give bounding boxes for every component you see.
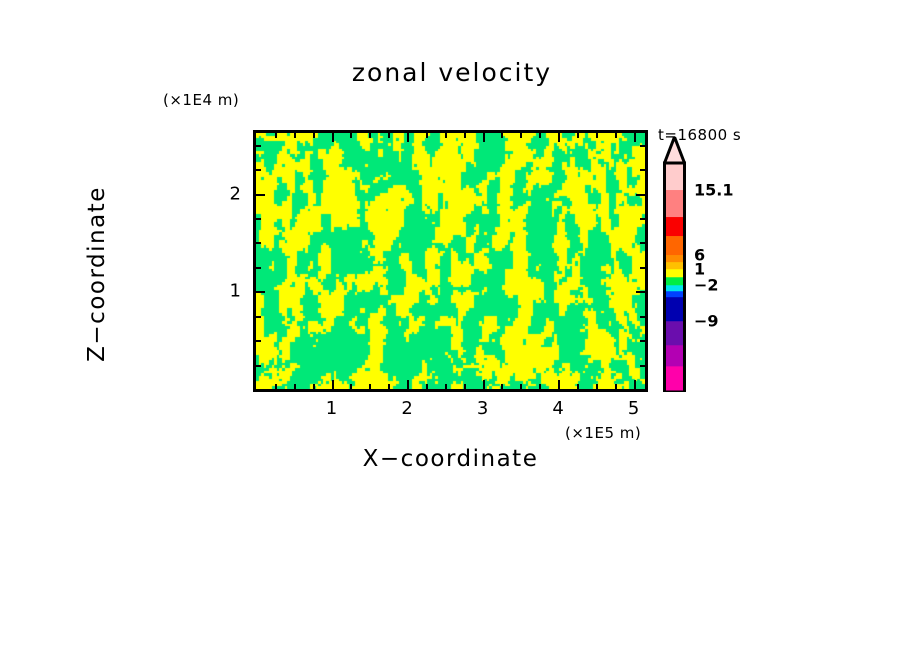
x-minor-tick <box>463 384 466 389</box>
y-minor-tick-right <box>640 169 645 172</box>
colorbar-band <box>663 163 686 192</box>
x-major-tick-top <box>558 133 561 142</box>
y-minor-tick <box>256 266 261 269</box>
x-axis-unit-label: (×1E5 m) <box>565 424 642 442</box>
colorbar-svg <box>663 137 686 392</box>
y-minor-tick <box>256 144 261 147</box>
x-minor-tick-top <box>539 133 542 138</box>
x-major-tick <box>407 380 410 389</box>
y-minor-tick <box>256 364 261 367</box>
heatmap-plot-area <box>253 130 648 392</box>
x-tick-label: 4 <box>552 398 564 419</box>
x-minor-tick <box>350 384 353 389</box>
y-minor-tick <box>256 242 261 245</box>
x-minor-tick-top <box>501 133 504 138</box>
x-minor-tick-top <box>614 133 617 138</box>
x-minor-tick-top <box>388 133 391 138</box>
x-minor-tick <box>614 384 617 389</box>
x-minor-tick-top <box>293 133 296 138</box>
x-major-tick-top <box>633 133 636 142</box>
x-minor-tick <box>577 384 580 389</box>
x-minor-tick-top <box>444 133 447 138</box>
x-tick-label: 1 <box>325 398 338 419</box>
y-tick-label: 1 <box>229 280 241 302</box>
x-minor-tick-top <box>369 133 372 138</box>
x-major-tick <box>558 380 561 389</box>
x-tick-label: 3 <box>476 398 489 419</box>
x-minor-tick <box>444 384 447 389</box>
colorbar-band <box>663 345 686 368</box>
y-tick-label: 2 <box>229 183 241 205</box>
colorbar-band <box>663 236 686 257</box>
y-minor-tick-right <box>640 242 645 245</box>
x-minor-tick <box>501 384 504 389</box>
x-minor-tick <box>520 384 523 389</box>
time-annotation: t=16800 s <box>658 126 742 144</box>
x-minor-tick <box>312 384 315 389</box>
x-minor-tick <box>293 384 296 389</box>
x-major-tick-top <box>407 133 410 142</box>
x-minor-tick-top <box>312 133 315 138</box>
colorbar-band <box>663 217 686 238</box>
colorbar-band <box>663 297 686 323</box>
x-major-tick <box>331 380 334 389</box>
y-minor-tick <box>256 169 261 172</box>
colorbar-band <box>663 269 686 279</box>
x-minor-tick-top <box>577 133 580 138</box>
colorbar-tick-label: −9 <box>694 311 719 331</box>
x-minor-tick-top <box>520 133 523 138</box>
colorbar-band <box>663 366 686 392</box>
colorbar-arrow-head <box>663 137 686 165</box>
colorbar-tick-label: −2 <box>694 275 719 295</box>
x-minor-tick <box>595 384 598 389</box>
x-minor-tick <box>425 384 428 389</box>
x-minor-tick-top <box>274 133 277 138</box>
y-minor-tick <box>256 315 261 318</box>
x-minor-tick-top <box>595 133 598 138</box>
y-minor-tick-right <box>640 340 645 343</box>
colorbar-band <box>663 285 686 292</box>
x-major-tick-top <box>331 133 334 142</box>
x-tick-label: 5 <box>627 398 640 419</box>
y-minor-tick-right <box>640 266 645 269</box>
x-minor-tick <box>388 384 391 389</box>
colorbar-band <box>663 291 686 298</box>
x-minor-tick-top <box>350 133 353 138</box>
colorbar-band <box>663 255 686 264</box>
x-tick-label: 2 <box>401 398 413 419</box>
colorbar-band <box>663 321 686 347</box>
x-minor-tick <box>369 384 372 389</box>
y-minor-tick-right <box>640 144 645 147</box>
colorbar-tick-label: 6 <box>694 245 706 265</box>
colorbar-tick-label: 1 <box>694 259 706 279</box>
x-minor-tick <box>274 384 277 389</box>
y-major-tick-right <box>636 193 645 196</box>
x-major-tick <box>633 380 636 389</box>
x-minor-tick <box>539 384 542 389</box>
colorbar-band <box>663 190 686 219</box>
colorbar-tick-label: 15.1 <box>694 180 734 200</box>
y-minor-tick-right <box>640 364 645 367</box>
y-axis-title: Z−coordinate <box>84 186 110 362</box>
y-minor-tick-right <box>640 315 645 318</box>
y-major-tick-right <box>636 291 645 294</box>
chart-title: zonal velocity <box>351 58 553 87</box>
z-axis-unit-label: (×1E4 m) <box>163 91 240 109</box>
x-axis-title: X−coordinate <box>362 446 539 472</box>
y-minor-tick-right <box>640 218 645 220</box>
colorbar <box>663 137 686 392</box>
colorbar-band <box>663 277 686 287</box>
colorbar-band <box>663 262 686 271</box>
y-minor-tick <box>256 218 261 220</box>
x-minor-tick-top <box>463 133 466 138</box>
colorbar-frame <box>663 161 686 392</box>
y-minor-tick <box>256 340 261 343</box>
y-major-tick <box>256 193 265 196</box>
x-major-tick <box>482 380 485 389</box>
x-major-tick-top <box>482 133 485 142</box>
x-minor-tick-top <box>425 133 428 138</box>
y-major-tick <box>256 291 265 294</box>
velocity-field-canvas <box>256 133 645 389</box>
